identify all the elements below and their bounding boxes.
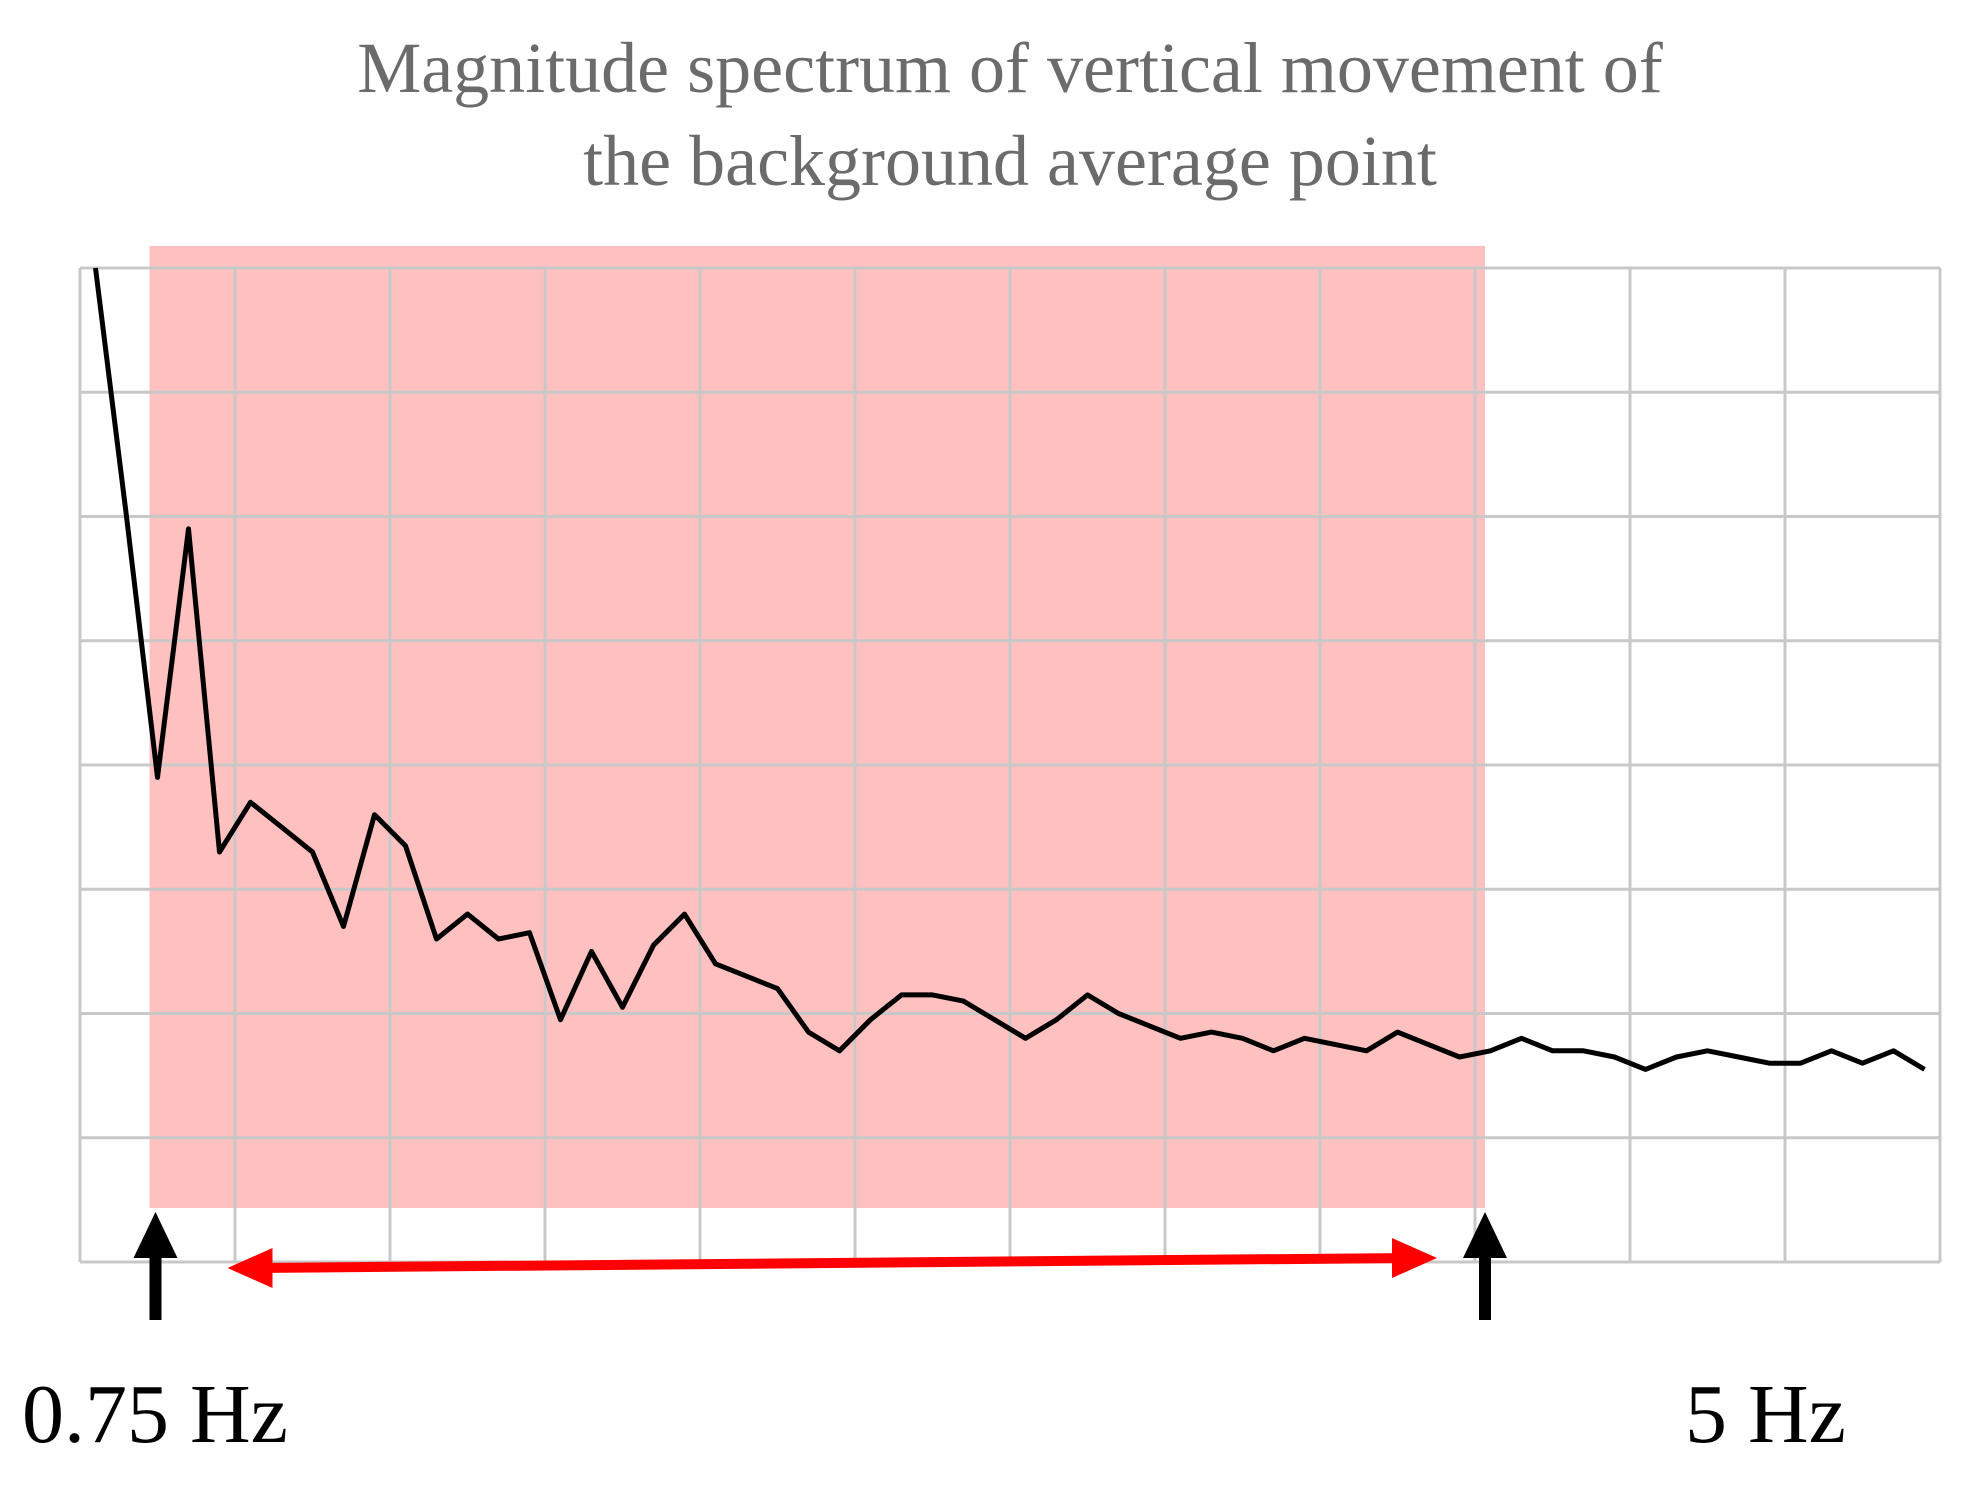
highlight-band [149, 246, 1485, 1208]
marker-arrow-head-2 [1463, 1212, 1507, 1258]
range-arrow-left-head [227, 1248, 273, 1288]
range-arrow-right-head [1392, 1238, 1437, 1278]
annotation-arrows [133, 1212, 1507, 1320]
range-arrow-shaft [257, 1253, 1408, 1273]
grid [78, 266, 1942, 1264]
chart-title-line-1: Magnitude spectrum of vertical movement … [357, 28, 1663, 108]
magnitude-series-line [93, 267, 1926, 1072]
label-high-frequency: 5 Hz [1685, 1368, 1846, 1461]
chart-title-line-2: the background average point [583, 121, 1437, 201]
marker-arrow-head-1 [133, 1212, 178, 1258]
label-low-frequency: 0.75 Hz [22, 1368, 288, 1461]
